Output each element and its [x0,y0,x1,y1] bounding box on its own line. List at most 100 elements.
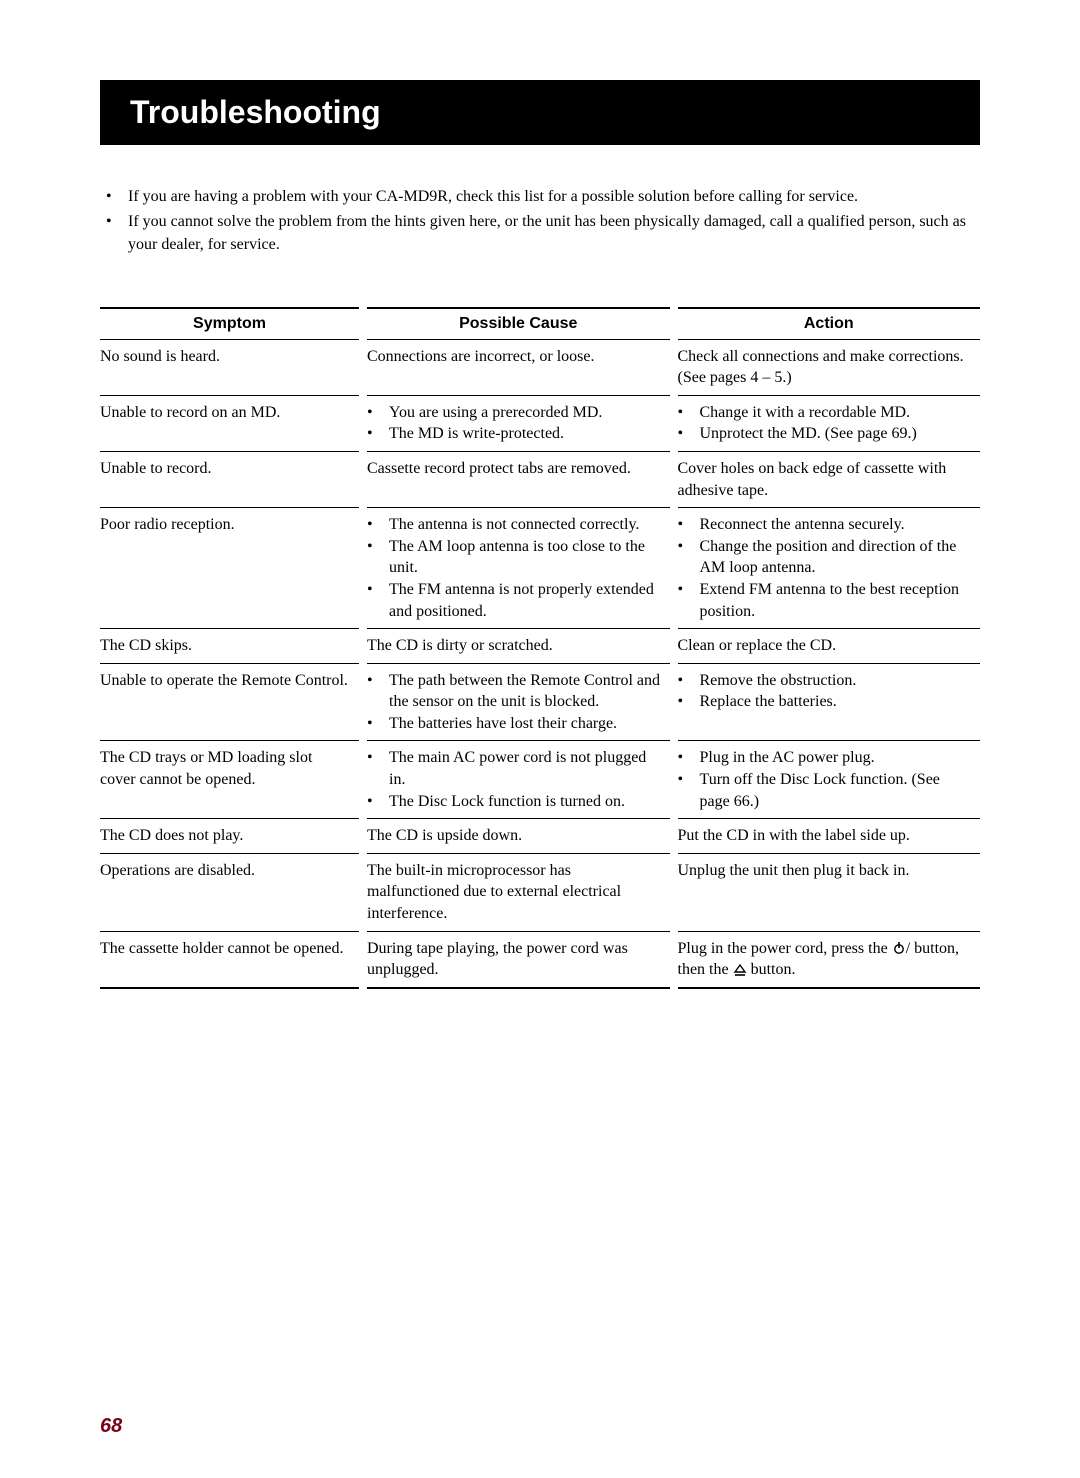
cell-action: •Reconnect the antenna securely.•Change … [678,508,981,629]
list-item: •Unprotect the MD. (See page 69.) [678,423,973,445]
list-text: Extend FM antenna to the best reception … [700,579,973,622]
cell-action: Cover holes on back edge of cassette wit… [678,451,981,507]
list-text: The main AC power cord is not plugged in… [389,747,662,790]
cell-symptom: Unable to operate the Remote Control. [100,663,359,741]
list-text: The batteries have lost their charge. [389,713,662,735]
cell-symptom: The CD does not play. [100,819,359,854]
column-gap [359,451,367,507]
list-item: •The batteries have lost their charge. [367,713,662,735]
bullet-mark: • [678,423,700,445]
cell-cause: Cassette record protect tabs are removed… [367,451,670,507]
list-text: Turn off the Disc Lock function. (See pa… [700,769,973,812]
cell-symptom: The CD skips. [100,629,359,664]
list-item: •Plug in the AC power plug. [678,747,973,769]
list-item: •The path between the Remote Control and… [367,670,662,713]
bullet-mark: • [100,210,128,256]
column-gap [359,853,367,931]
column-gap [670,308,678,340]
column-gap [670,819,678,854]
table-header-row: Symptom Possible Cause Action [100,308,980,340]
bullet-mark: • [367,791,389,813]
list-item: •Change the position and direction of th… [678,536,973,579]
cell-symptom: Unable to record on an MD. [100,395,359,451]
power-icon: / [892,940,910,957]
column-gap [670,339,678,395]
column-gap [359,629,367,664]
bullet-mark: • [678,691,700,713]
list-item: •The main AC power cord is not plugged i… [367,747,662,790]
list-item: •The antenna is not connected correctly. [367,514,662,536]
cell-action: •Plug in the AC power plug.•Turn off the… [678,741,981,819]
list-item: •Change it with a recordable MD. [678,402,973,424]
list-text: Replace the batteries. [700,691,973,713]
bullet-mark: • [678,769,700,812]
column-gap [359,308,367,340]
list-text: The AM loop antenna is too close to the … [389,536,662,579]
cell-symptom: Poor radio reception. [100,508,359,629]
page-title: Troubleshooting [100,80,980,145]
list-text: The antenna is not connected correctly. [389,514,662,536]
list-item: •You are using a prerecorded MD. [367,402,662,424]
list-text: The Disc Lock function is turned on. [389,791,662,813]
header-symptom: Symptom [100,308,359,340]
cell-symptom: The cassette holder cannot be opened. [100,931,359,988]
table-row: Operations are disabled.The built-in mic… [100,853,980,931]
intro-text: If you cannot solve the problem from the… [128,210,980,256]
list-item: •Replace the batteries. [678,691,973,713]
list-text: Remove the obstruction. [700,670,973,692]
intro-block: • If you are having a problem with your … [100,185,980,257]
bullet-mark: • [367,402,389,424]
cell-cause: The built-in microprocessor has malfunct… [367,853,670,931]
cell-cause: The CD is dirty or scratched. [367,629,670,664]
column-gap [359,931,367,988]
header-cause: Possible Cause [367,308,670,340]
column-gap [359,395,367,451]
list-item: •Reconnect the antenna securely. [678,514,973,536]
table-row: Poor radio reception.•The antenna is not… [100,508,980,629]
troubleshooting-table: Symptom Possible Cause Action No sound i… [100,307,980,989]
list-text: Reconnect the antenna securely. [700,514,973,536]
column-gap [670,508,678,629]
list-text: You are using a prerecorded MD. [389,402,662,424]
column-gap [670,663,678,741]
cell-action: Unplug the unit then plug it back in. [678,853,981,931]
bullet-mark: • [367,713,389,735]
cell-action: •Change it with a recordable MD.•Unprote… [678,395,981,451]
bullet-mark: • [367,423,389,445]
list-text: Change it with a recordable MD. [700,402,973,424]
list-item: •Extend FM antenna to the best reception… [678,579,973,622]
column-gap [670,629,678,664]
column-gap [359,663,367,741]
list-item: •Turn off the Disc Lock function. (See p… [678,769,973,812]
bullet-mark: • [678,670,700,692]
table-row: The CD skips.The CD is dirty or scratche… [100,629,980,664]
list-text: Unprotect the MD. (See page 69.) [700,423,973,445]
list-item: •The FM antenna is not properly extended… [367,579,662,622]
cell-cause: •The path between the Remote Control and… [367,663,670,741]
intro-line: • If you cannot solve the problem from t… [100,210,980,256]
cell-cause: During tape playing, the power cord was … [367,931,670,988]
cell-action: •Remove the obstruction.•Replace the bat… [678,663,981,741]
bullet-mark: • [100,185,128,208]
cell-cause: •You are using a prerecorded MD.•The MD … [367,395,670,451]
bullet-mark: • [678,402,700,424]
cell-symptom: Unable to record. [100,451,359,507]
list-text: Plug in the AC power plug. [700,747,973,769]
cell-action: Plug in the power cord, press the / butt… [678,931,981,988]
bullet-mark: • [367,536,389,579]
cell-cause: •The main AC power cord is not plugged i… [367,741,670,819]
bullet-mark: • [678,747,700,769]
cell-symptom: The CD trays or MD loading slot cover ca… [100,741,359,819]
cell-symptom: Operations are disabled. [100,853,359,931]
column-gap [359,819,367,854]
column-gap [670,451,678,507]
column-gap [670,395,678,451]
list-text: Change the position and direction of the… [700,536,973,579]
intro-line: • If you are having a problem with your … [100,185,980,208]
page-number: 68 [100,1415,122,1438]
table-row: The CD trays or MD loading slot cover ca… [100,741,980,819]
table-row: Unable to operate the Remote Control.•Th… [100,663,980,741]
list-item: •The MD is write-protected. [367,423,662,445]
intro-text: If you are having a problem with your CA… [128,185,858,208]
column-gap [670,741,678,819]
